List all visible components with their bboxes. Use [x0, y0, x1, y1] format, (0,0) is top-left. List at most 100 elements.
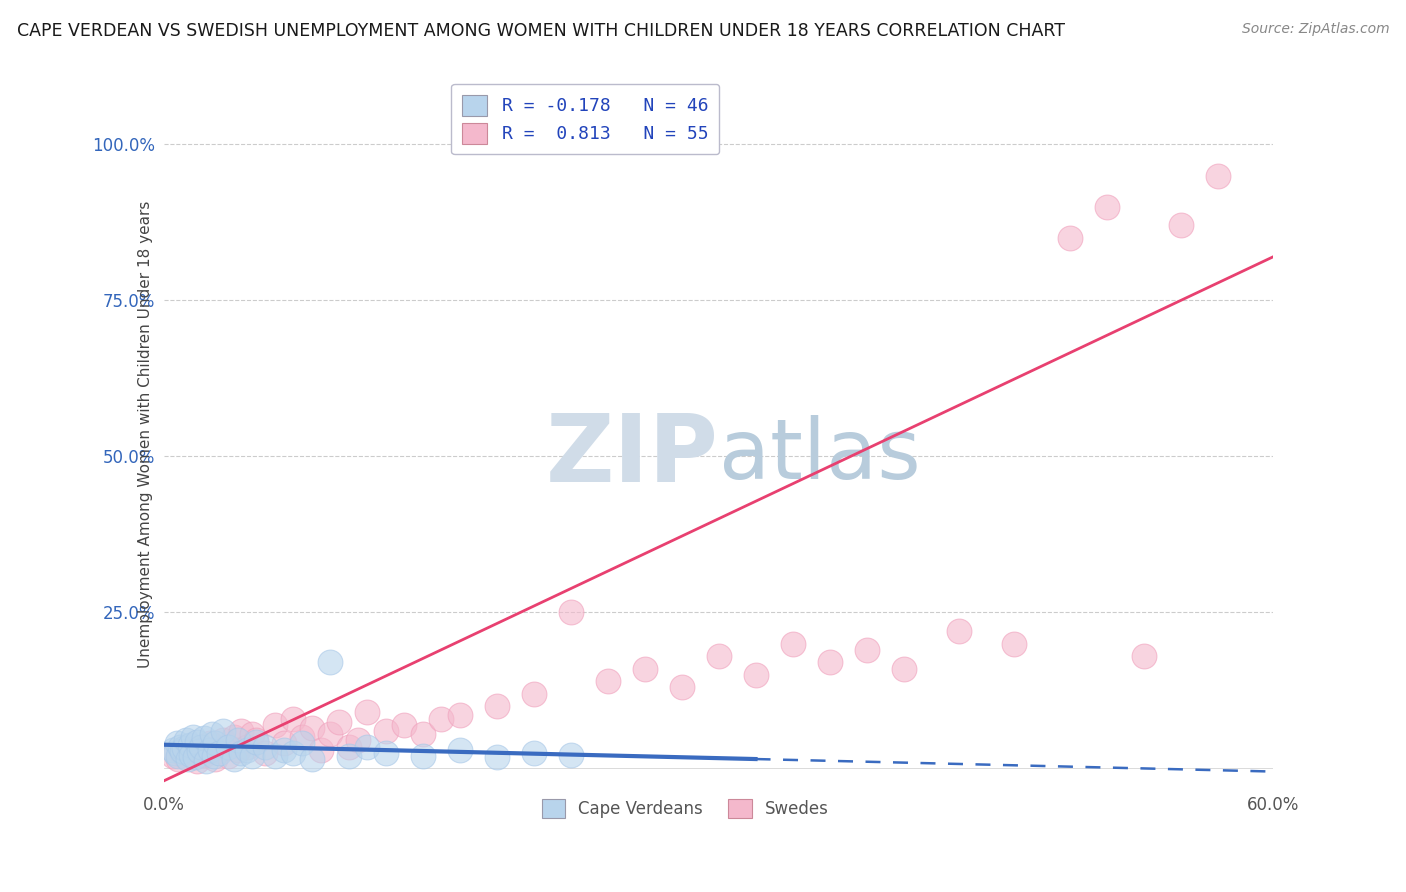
Point [347, 733, 370, 747]
Point [291, 731, 314, 745]
Point [245, 733, 267, 747]
Point [449, 708, 471, 723]
Point [263, 748, 285, 763]
Point [254, 746, 277, 760]
Point [291, 736, 314, 750]
Point [337, 748, 360, 763]
Point [744, 668, 766, 682]
Point [172, 746, 194, 760]
Point [231, 746, 253, 760]
Point [254, 739, 277, 754]
Point [222, 731, 245, 745]
Point [412, 727, 434, 741]
Point [281, 746, 304, 760]
Point [172, 744, 194, 758]
Point [193, 747, 215, 762]
Point [204, 752, 226, 766]
Point [301, 752, 323, 766]
Point [236, 739, 259, 754]
Point [177, 752, 200, 766]
Point [211, 724, 233, 739]
Text: ZIP: ZIP [546, 409, 718, 501]
Point [181, 731, 204, 745]
Point [187, 744, 209, 758]
Point [356, 739, 378, 754]
Point [201, 727, 224, 741]
Point [193, 731, 215, 746]
Point [818, 656, 841, 670]
Point [301, 721, 323, 735]
Legend: Cape Verdeans, Swedes: Cape Verdeans, Swedes [536, 792, 835, 825]
Point [198, 742, 221, 756]
Point [226, 733, 249, 747]
Point [162, 742, 184, 756]
Point [560, 606, 582, 620]
Point [485, 699, 508, 714]
Point [245, 735, 267, 749]
Point [1095, 200, 1118, 214]
Point [190, 739, 212, 754]
Point [449, 742, 471, 756]
Point [169, 739, 191, 754]
Point [412, 748, 434, 763]
Point [204, 736, 226, 750]
Point [485, 750, 508, 764]
Point [523, 687, 546, 701]
Point [671, 681, 693, 695]
Point [633, 662, 655, 676]
Point [948, 624, 970, 639]
Point [186, 754, 208, 768]
Point [208, 746, 231, 760]
Point [374, 746, 396, 760]
Point [226, 742, 249, 756]
Point [523, 746, 546, 760]
Point [208, 744, 231, 758]
Point [893, 662, 915, 676]
Point [186, 735, 208, 749]
Point [180, 747, 202, 762]
Text: atlas: atlas [718, 415, 921, 496]
Point [167, 748, 190, 763]
Point [1170, 219, 1192, 233]
Point [374, 724, 396, 739]
Point [198, 736, 221, 750]
Y-axis label: Unemployment Among Women with Children Under 18 years: Unemployment Among Women with Children U… [138, 201, 153, 668]
Point [263, 718, 285, 732]
Point [319, 727, 342, 741]
Point [166, 736, 188, 750]
Point [217, 748, 239, 763]
Point [1059, 231, 1081, 245]
Point [163, 746, 186, 760]
Point [174, 750, 197, 764]
Point [162, 748, 184, 763]
Point [174, 733, 197, 747]
Point [173, 741, 195, 756]
Point [281, 712, 304, 726]
Point [596, 674, 619, 689]
Point [319, 656, 342, 670]
Point [392, 718, 415, 732]
Point [1206, 169, 1229, 183]
Point [184, 750, 207, 764]
Point [273, 736, 295, 750]
Point [273, 742, 295, 756]
Point [430, 712, 453, 726]
Point [217, 739, 239, 754]
Point [222, 752, 245, 766]
Point [190, 739, 212, 754]
Point [356, 706, 378, 720]
Point [337, 739, 360, 754]
Point [707, 649, 730, 664]
Point [242, 727, 264, 741]
Point [309, 742, 332, 756]
Point [782, 637, 804, 651]
Point [195, 754, 218, 768]
Point [1133, 649, 1156, 664]
Point [180, 742, 202, 756]
Point [328, 714, 350, 729]
Point [236, 742, 259, 756]
Text: CAPE VERDEAN VS SWEDISH UNEMPLOYMENT AMONG WOMEN WITH CHILDREN UNDER 18 YEARS CO: CAPE VERDEAN VS SWEDISH UNEMPLOYMENT AMO… [17, 22, 1064, 40]
Text: Source: ZipAtlas.com: Source: ZipAtlas.com [1241, 22, 1389, 37]
Point [560, 747, 582, 762]
Point [202, 748, 225, 763]
